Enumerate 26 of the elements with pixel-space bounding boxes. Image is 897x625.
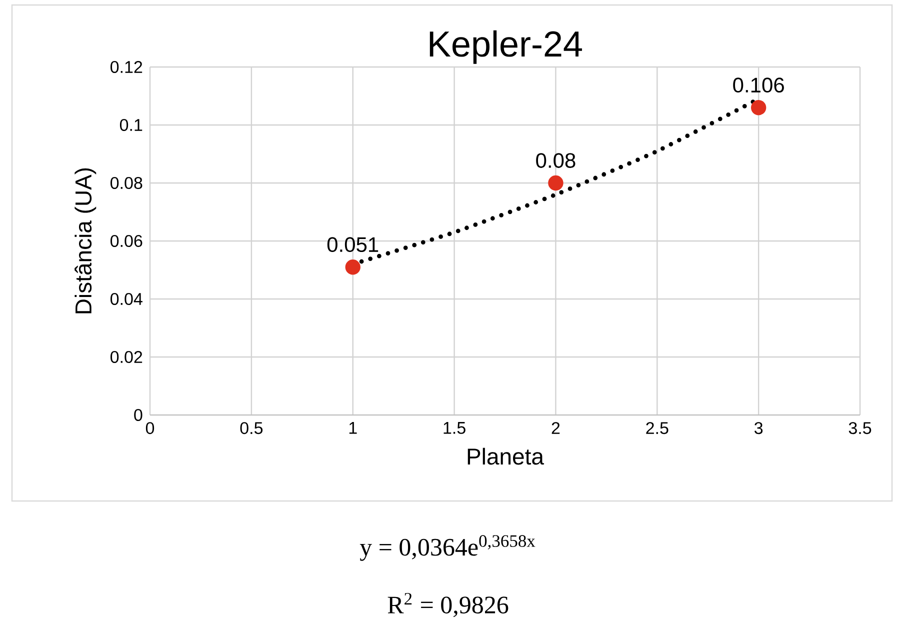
x-tick-label: 2.5	[646, 422, 668, 434]
x-tick-label: 0.5	[240, 422, 263, 434]
y-tick-label: 0.1	[120, 118, 142, 131]
y-tick-label: 0.02	[110, 350, 142, 364]
text: R$^{2}$ = 0,9826	[388, 592, 508, 618]
data-label: 0.106	[733, 78, 784, 93]
y-tick-label: 0.06	[110, 234, 142, 247]
chart-title: Kepler-24	[430, 30, 582, 64]
y-tick-label: 0.12	[110, 60, 142, 73]
x-tick-label: 2	[552, 422, 560, 434]
y-tick-label: 0	[134, 408, 142, 422]
text: y = 0,0364e$^{0,3658x}$	[360, 535, 536, 561]
y-axis-title: Distância (UA)	[74, 168, 96, 314]
data-label: 0.051	[327, 237, 378, 252]
x-axis-title: Planeta	[468, 448, 544, 465]
point	[548, 175, 564, 191]
y-tick-label: 0.04	[110, 292, 142, 305]
data-label: 0.08	[536, 153, 576, 168]
point	[345, 259, 360, 275]
x-tick-label: 0	[146, 422, 154, 434]
point	[750, 100, 766, 116]
x-tick-label: 1.5	[444, 422, 466, 434]
x-tick-label: 3.5	[848, 422, 872, 434]
x-tick-label: 1	[349, 422, 357, 434]
x-tick-label: 3	[754, 422, 763, 434]
y-tick-label: 0.08	[110, 176, 142, 189]
